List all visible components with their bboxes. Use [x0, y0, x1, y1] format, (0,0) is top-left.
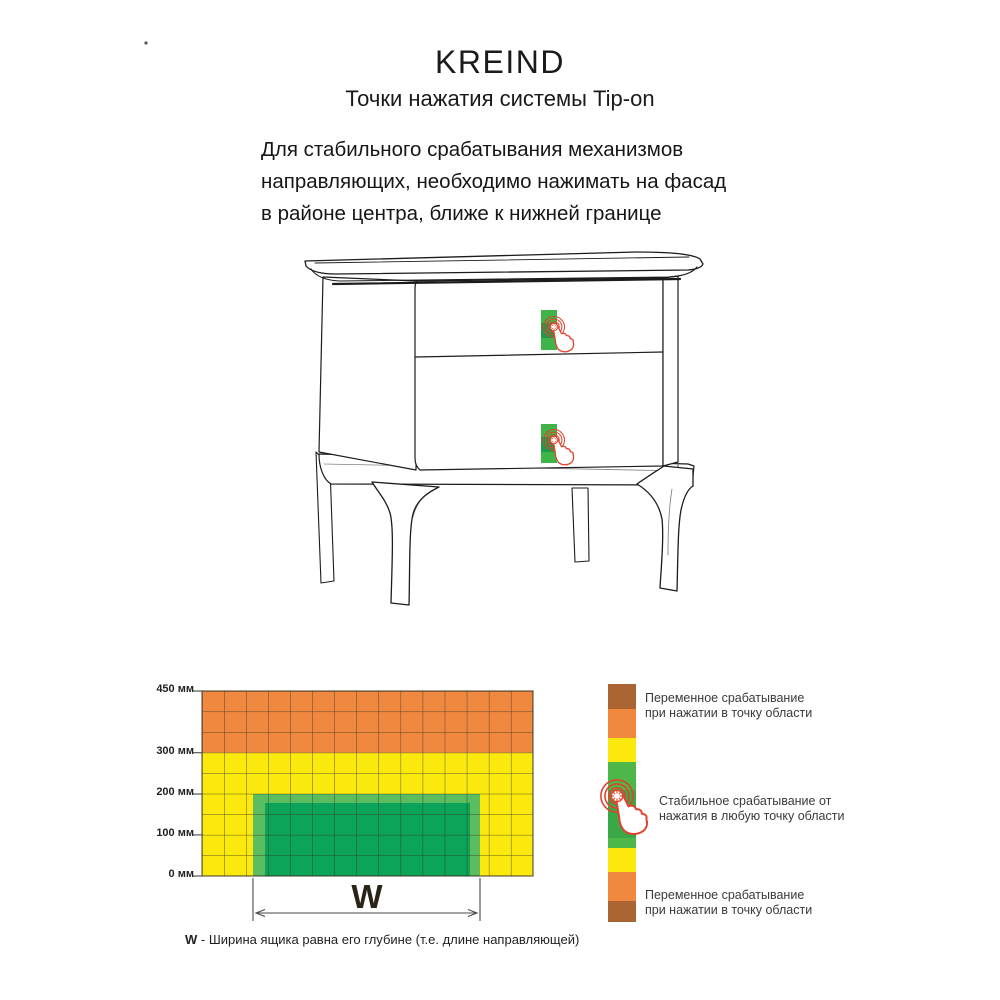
- press-markers: [541, 310, 575, 466]
- front-left-leg: [371, 481, 440, 606]
- page-subtitle: Точки нажатия системы Tip-on: [345, 86, 655, 111]
- legend-swatch-brown-bottom: [608, 901, 636, 922]
- stray-dot: [144, 41, 148, 45]
- axis-label-0: 0 мм: [168, 868, 194, 880]
- legend-entry-line: при нажатии в точку области: [645, 903, 813, 917]
- nightstand-illustration: [304, 251, 704, 606]
- axis-ticks: [192, 690, 203, 877]
- legend-entry-line: нажатия в любую точку области: [659, 809, 845, 823]
- pressure-zone-grid: [192, 690, 534, 921]
- axis-label-200: 200 мм: [156, 786, 194, 798]
- table-top: [304, 251, 704, 275]
- drawer-fronts-panel: [414, 277, 664, 471]
- back-right-leg: [571, 487, 590, 563]
- width-dimension: [252, 878, 481, 921]
- intro-paragraph: Для стабильного срабатывания механизмов …: [261, 138, 727, 225]
- axis-label-300: 300 мм: [156, 745, 194, 757]
- width-caption: W - Ширина ящика равна его глубине (т.е.…: [185, 932, 579, 947]
- width-symbol: W: [351, 878, 383, 915]
- legend-swatch-orange-bottom: [608, 872, 636, 901]
- legend-swatch-orange-top: [608, 709, 636, 738]
- legend-entry-stable: Стабильное срабатывание от нажатия в люб…: [659, 794, 844, 824]
- legend-swatch-yellow-top: [608, 738, 636, 762]
- legend-swatch-brown-top: [608, 684, 636, 709]
- legend-entry-line: при нажатии в точку области: [645, 706, 813, 720]
- legend-entry-line: Стабильное срабатывание от: [659, 794, 832, 808]
- legend-entry-variable-bottom: Переменное срабатывание при нажатии в то…: [645, 888, 812, 918]
- legend-swatch-yellow-bottom: [608, 848, 636, 872]
- legend-entry-line: Переменное срабатывание: [645, 691, 805, 705]
- legend-entry-variable-top: Переменное срабатывание при нажатии в то…: [645, 691, 812, 721]
- axis-label-450: 450 мм: [156, 683, 194, 695]
- legend-color-bar: [599, 684, 649, 922]
- axis-label-100: 100 мм: [156, 827, 194, 839]
- drawer-divider-line: [415, 351, 664, 358]
- legend-entry-line: Переменное срабатывание: [645, 888, 805, 902]
- side-panel: [318, 276, 418, 471]
- front-right-leg: [636, 465, 694, 592]
- right-edge-panel: [662, 275, 679, 467]
- width-caption-text: - Ширина ящика равна его глубине (т.е. д…: [197, 932, 580, 947]
- width-caption-symbol: W: [185, 932, 198, 947]
- top-shadow-line: [331, 277, 682, 286]
- page-title: KREIND: [435, 44, 565, 80]
